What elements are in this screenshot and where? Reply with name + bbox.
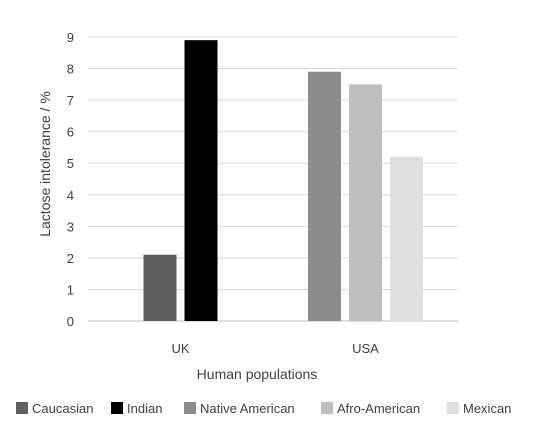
legend-label: Caucasian — [32, 401, 93, 416]
x-tick-labels: UK USA — [171, 341, 379, 356]
y-tick-label: 6 — [67, 125, 74, 140]
bar-native-american — [308, 71, 341, 321]
bar-afro-american — [349, 84, 382, 321]
x-tick-label: USA — [352, 341, 379, 356]
x-tick-label: UK — [171, 341, 189, 356]
legend-label: Mexican — [463, 401, 511, 416]
legend-swatch — [111, 402, 123, 414]
y-tick-label: 0 — [67, 314, 74, 329]
y-tick-label: 4 — [67, 188, 74, 203]
legend-item: Mexican — [447, 401, 511, 416]
bar-mexican — [390, 156, 423, 321]
y-tick-label: 5 — [67, 156, 74, 171]
y-tick-labels: 0 1 2 3 4 5 6 7 8 9 — [67, 30, 74, 329]
legend-label: Afro-American — [337, 401, 420, 416]
y-axis-label: Lactose intolerance / % — [37, 91, 53, 237]
y-tick-label: 3 — [67, 219, 74, 234]
legend-item: Afro-American — [321, 401, 420, 416]
y-tick-label: 9 — [67, 30, 74, 45]
y-tick-label: 7 — [67, 93, 74, 108]
legend-item: Native American — [184, 401, 295, 416]
y-tick-label: 8 — [67, 62, 74, 77]
legend-swatch — [321, 402, 333, 414]
bars — [143, 40, 423, 322]
legend: Caucasian Indian Native American Afro-Ameri… — [16, 401, 511, 416]
legend-item: Indian — [111, 401, 162, 416]
bar-indian — [184, 40, 218, 322]
x-axis-label: Human populations — [197, 366, 318, 382]
y-tick-label: 1 — [67, 282, 74, 297]
bar-caucasian — [143, 254, 177, 321]
legend-swatch — [184, 402, 196, 414]
legend-swatch — [447, 402, 459, 414]
legend-swatch — [16, 402, 28, 414]
y-tick-label: 2 — [67, 251, 74, 266]
legend-item: Caucasian — [16, 401, 93, 416]
legend-label: Indian — [127, 401, 162, 416]
legend-label: Native American — [200, 401, 295, 416]
